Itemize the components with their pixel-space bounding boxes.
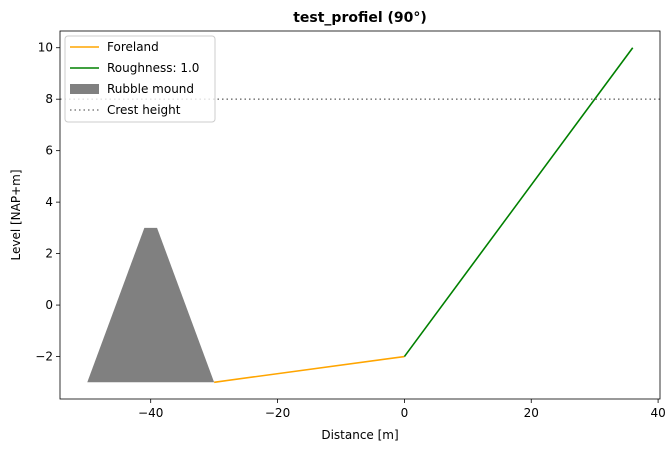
axes-frame <box>59 30 661 400</box>
y-tick-label: 2 <box>45 247 53 261</box>
y-tick-label: 0 <box>45 298 53 312</box>
legend-handle-rubble-mound <box>70 84 99 94</box>
x-tick-label: −20 <box>265 406 290 420</box>
y-axis-label: Level [NAP+m] <box>9 169 23 260</box>
y-tick-label: 4 <box>45 195 53 209</box>
y-axis-ticks: −2 0 2 4 6 8 10 <box>35 41 60 364</box>
legend-entry: Roughness: 1.0 <box>107 61 199 75</box>
x-axis-label: Distance [m] <box>321 428 398 442</box>
x-tick-label: 40 <box>650 406 665 420</box>
x-tick-label: 0 <box>401 406 409 420</box>
legend-box <box>64 35 216 123</box>
y-tick-label: −2 <box>35 350 53 364</box>
series-foreland <box>214 355 405 384</box>
chart-title: test_profiel (90°) <box>293 10 427 26</box>
y-tick-label: 8 <box>45 92 53 106</box>
series-roughness-1-0 <box>403 47 634 358</box>
y-tick-label: 6 <box>45 144 53 158</box>
x-tick-label: 20 <box>524 406 539 420</box>
legend-entry: Foreland <box>107 40 159 54</box>
legend-entry: Crest height <box>107 103 181 117</box>
legend: Foreland Roughness: 1.0 Rubble mound Crest … <box>64 35 216 123</box>
series-rubble-mound <box>87 227 215 383</box>
x-axis-ticks: −40 −20 0 20 40 <box>138 399 666 420</box>
legend-entry: Rubble mound <box>107 82 194 96</box>
x-tick-label: −40 <box>138 406 163 420</box>
y-tick-label: 10 <box>38 41 53 55</box>
